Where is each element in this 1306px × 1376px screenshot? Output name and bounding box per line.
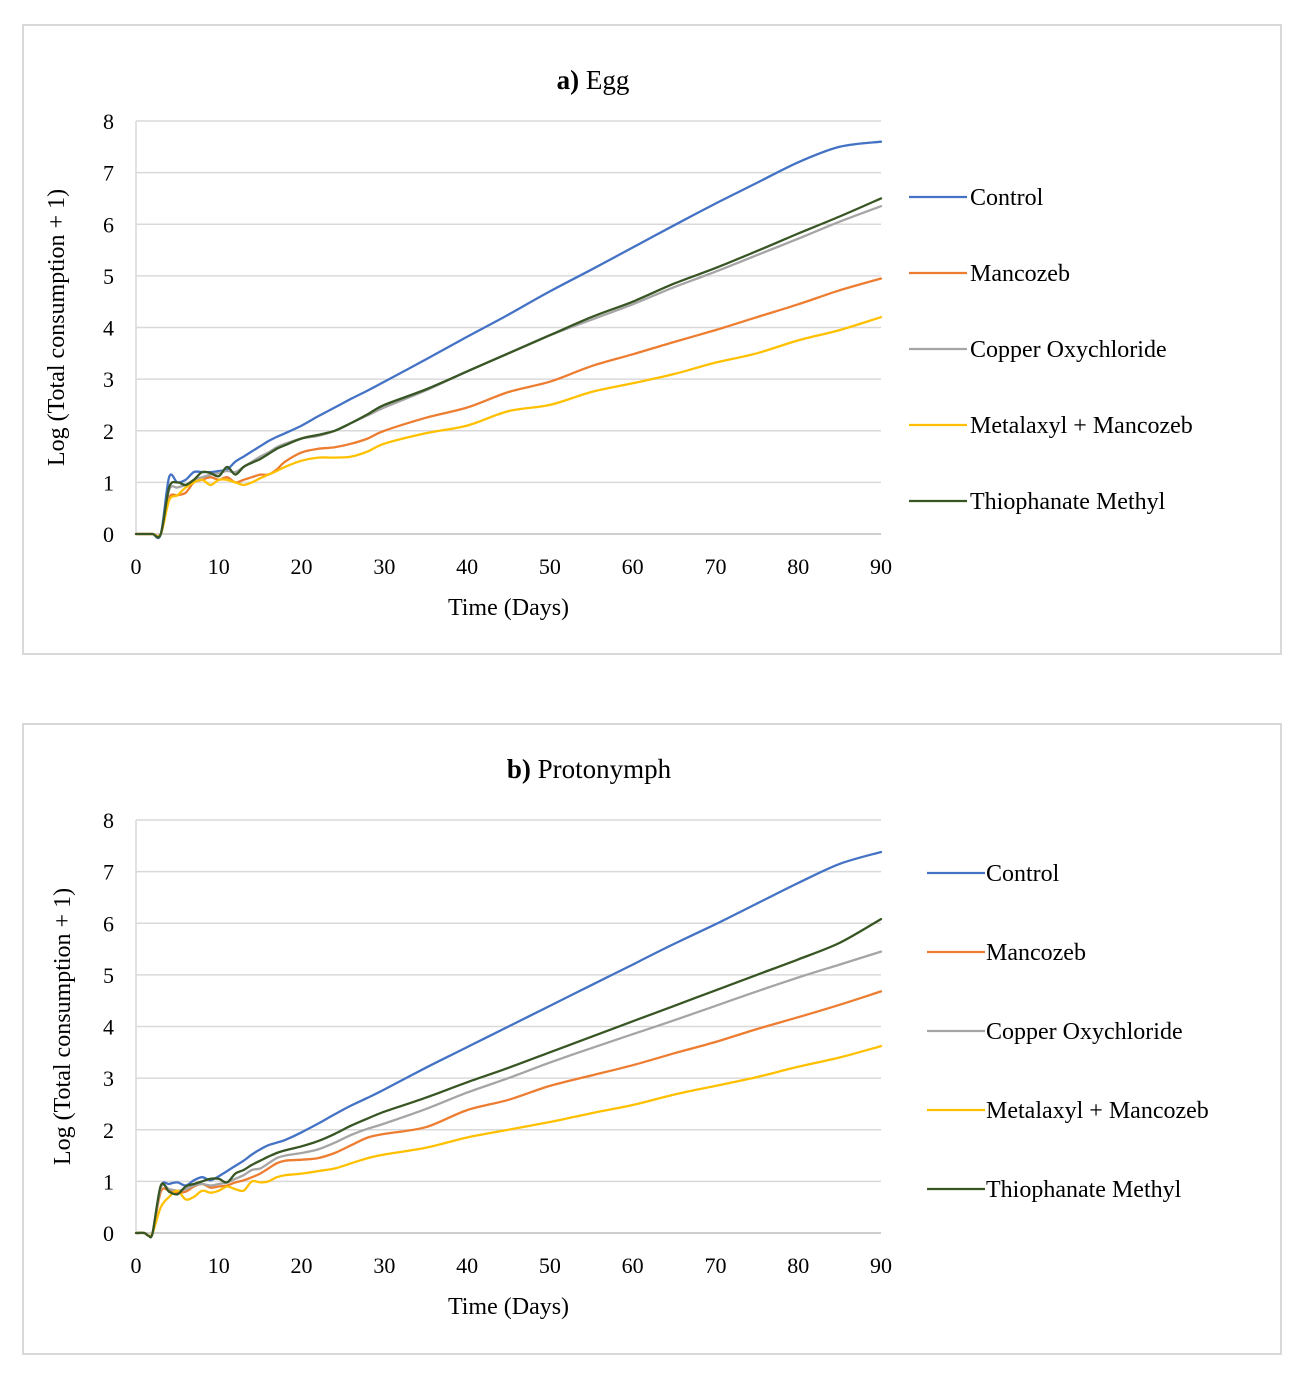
chart-title-prefix: b) xyxy=(507,754,531,784)
legend-label: Metalaxyl + Mancozeb xyxy=(986,1098,1209,1124)
legend-label: Mancozeb xyxy=(986,940,1086,966)
x-tick-label: 0 xyxy=(131,1253,142,1278)
x-axis-label: Time (Days) xyxy=(448,1294,569,1320)
legend-label: Thiophanate Methyl xyxy=(986,1177,1182,1203)
series-line-control xyxy=(134,140,883,540)
y-tick-label: 6 xyxy=(103,212,114,237)
y-tick-label: 1 xyxy=(103,470,114,495)
legend-label: Control xyxy=(970,185,1044,211)
chart-title-prefix: a) xyxy=(557,65,580,95)
chart-panel-egg: a) Egg 0 1 2 3 4 5 6 7 8 0 10 20 30 40 50 60 70 80 90 Time … xyxy=(22,24,1282,655)
x-tick-label: 50 xyxy=(539,554,561,579)
legend-label: Mancozeb xyxy=(970,261,1070,287)
chart-panel-protonymph: b) Protonymph 0 1 2 3 4 5 6 7 8 0 10 20 30 40 50 60 70 80… xyxy=(22,723,1282,1355)
y-tick-label: 6 xyxy=(103,911,114,936)
y-tick-label: 8 xyxy=(103,109,114,134)
legend: Control Mancozeb Copper Oxychloride Metalax… xyxy=(909,185,1193,515)
x-axis-label: Time (Days) xyxy=(448,595,569,621)
series-line-thiophanate-methyl xyxy=(134,197,883,539)
y-tick-label: 5 xyxy=(103,963,114,988)
legend-label: Thiophanate Methyl xyxy=(970,489,1166,515)
y-tick-label: 4 xyxy=(103,1015,114,1040)
series-line-copper-oxychloride xyxy=(134,205,883,539)
chart-title-text: Protonymph xyxy=(538,754,672,784)
x-tick-label: 40 xyxy=(456,554,478,579)
y-tick-label: 3 xyxy=(103,367,114,392)
series-line-copper-oxychloride xyxy=(134,950,883,1239)
x-tick-label: 70 xyxy=(704,1253,726,1278)
x-tick-label: 50 xyxy=(539,1253,561,1278)
series-line-mancozeb xyxy=(134,277,883,538)
y-tick-label: 0 xyxy=(103,522,114,547)
x-tick-label: 30 xyxy=(373,554,395,579)
x-tick-label: 20 xyxy=(291,554,313,579)
y-axis-label: Log (Total consumption + 1) xyxy=(50,888,76,1165)
y-tick-label: 1 xyxy=(103,1169,114,1194)
chart-title: a) Egg xyxy=(557,65,630,95)
x-tick-label: 80 xyxy=(787,554,809,579)
y-tick-label: 8 xyxy=(103,808,114,833)
y-tick-label: 0 xyxy=(103,1221,114,1246)
x-tick-label: 30 xyxy=(373,1253,395,1278)
chart-title: b) Protonymph xyxy=(507,754,672,784)
x-tick-label: 90 xyxy=(870,554,892,579)
y-tick-label: 7 xyxy=(103,860,114,885)
x-tick-label: 90 xyxy=(870,1253,892,1278)
series-line-metalaxyl-mancozeb xyxy=(134,1044,883,1238)
x-tick-label: 20 xyxy=(291,1253,313,1278)
x-tick-label: 80 xyxy=(787,1253,809,1278)
y-tick-label: 7 xyxy=(103,161,114,186)
chart-title-text: Egg xyxy=(586,65,630,95)
y-tick-label: 4 xyxy=(103,316,114,341)
series-line-thiophanate-methyl xyxy=(134,917,883,1239)
series-line-control xyxy=(134,850,883,1239)
y-tick-label: 3 xyxy=(103,1066,114,1091)
legend-label: Copper Oxychloride xyxy=(986,1019,1183,1045)
x-tick-label: 40 xyxy=(456,1253,478,1278)
x-tick-label: 60 xyxy=(622,554,644,579)
x-tick-label: 10 xyxy=(208,554,230,579)
series-line-metalaxyl-mancozeb xyxy=(134,316,883,538)
x-tick-label: 70 xyxy=(704,554,726,579)
y-tick-label: 5 xyxy=(103,264,114,289)
x-tick-label: 10 xyxy=(208,1253,230,1278)
x-tick-label: 60 xyxy=(622,1253,644,1278)
y-axis-label: Log (Total consumption + 1) xyxy=(44,189,70,466)
legend-label: Copper Oxychloride xyxy=(970,337,1167,363)
legend: Control Mancozeb Copper Oxychloride Metalax… xyxy=(927,861,1209,1203)
legend-label: Metalaxyl + Mancozeb xyxy=(970,413,1193,439)
x-tick-label: 0 xyxy=(131,554,142,579)
legend-label: Control xyxy=(986,861,1060,887)
y-tick-label: 2 xyxy=(103,1118,114,1143)
y-tick-label: 2 xyxy=(103,419,114,444)
series-line-mancozeb xyxy=(134,990,883,1239)
